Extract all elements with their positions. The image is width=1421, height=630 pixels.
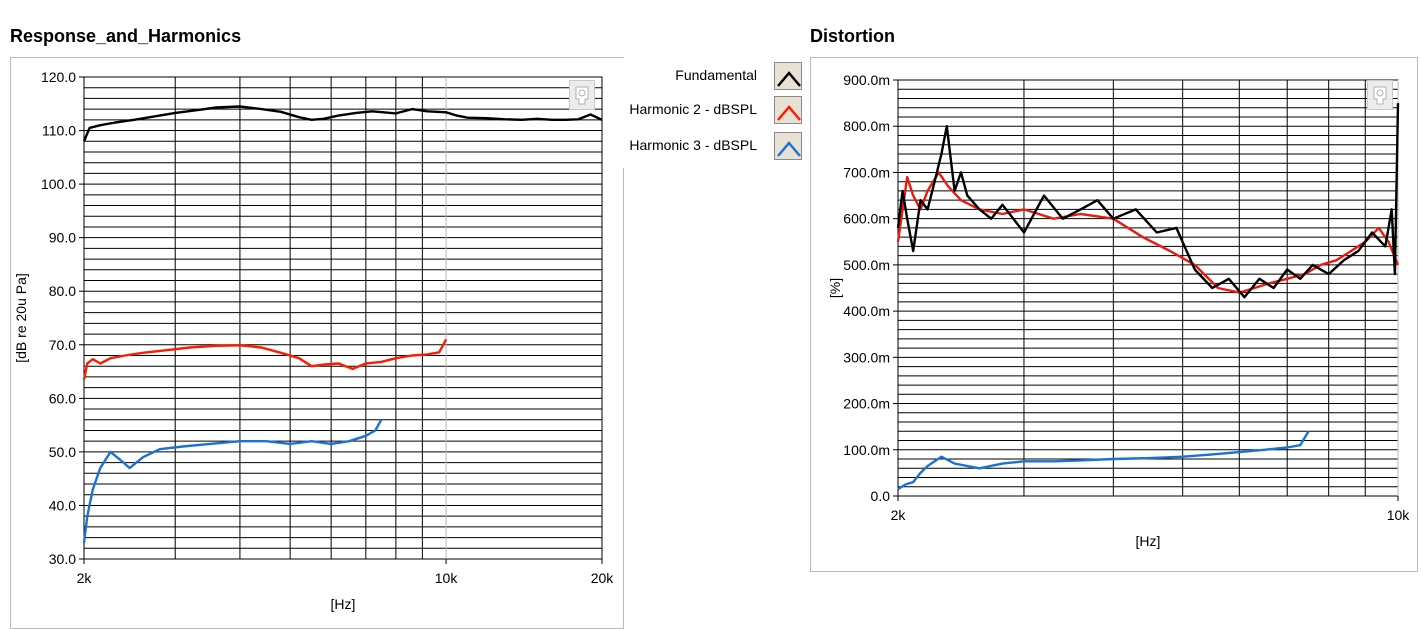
legend-line-icon [774,96,802,124]
series-line-1 [896,171,1400,294]
y-tick-label: 300.0m [843,349,890,365]
series-line-3 [82,419,383,544]
legend-line-icon [774,132,802,160]
y-tick-label: 120.0 [41,69,76,85]
y-tick-label: 100.0m [843,442,890,458]
y-tick-label: 40.0 [49,497,76,513]
legend-label: Harmonic 2 - dBSPL [629,101,757,117]
distortion-chart-panel: 900.0m 800.0m 700.0m 600.0m 500.0m 400.0m 300.… [810,57,1418,572]
panel-divider [803,0,811,630]
y-tick-label: 70.0 [49,337,76,353]
series-line-1 [82,105,603,142]
y-tick-label: 90.0 [49,230,76,246]
y-tick-label: 110.0 [42,123,76,139]
legend-item-harmonic-3[interactable]: Harmonic 3 - dBSPL [622,132,802,160]
x-axis-label: [Hz] [1136,533,1161,549]
response-chart-panel: 120.0 110.0 100.0 90.0 80.0 70.0 60.0 50.0 40.0 3… [10,57,624,629]
distortion-chart-title: Distortion [810,26,895,46]
plot-area [83,76,603,560]
y-axis-label: [dB re 20u Pa] [13,273,29,363]
y-tick-label: 900.0m [843,72,890,88]
y-tick-label: 30.0 [49,551,76,567]
x-tick-label: 20k [591,570,615,586]
y-axis-label: [%] [827,278,843,298]
x-tick-label: 10k [1387,507,1411,523]
response-legend: Fundamental Harmonic 2 - dBSPL Harmonic … [622,58,802,168]
x-tick-label: 2k [891,507,907,523]
x-axis-label: [Hz] [331,596,356,612]
distortion-chart: 900.0m 800.0m 700.0m 600.0m 500.0m 400.0m 300.… [827,72,1411,549]
legend-item-fundamental[interactable]: Fundamental [622,62,802,90]
x-tick-label: 2k [77,570,93,586]
plot-palette-icon[interactable] [1367,80,1393,110]
y-tick-label: 500.0m [843,257,890,273]
response-chart: 120.0 110.0 100.0 90.0 80.0 70.0 60.0 50.0 40.0 3… [13,69,615,612]
y-tick-label: 400.0m [843,303,890,319]
y-tick-label: 700.0m [843,164,890,180]
y-tick-label: 60.0 [49,390,76,406]
y-tick-label: 800.0m [843,118,890,134]
legend-item-harmonic-2[interactable]: Harmonic 2 - dBSPL [622,96,802,124]
series-line-2 [896,103,1400,299]
y-tick-label: 0.0 [871,488,891,504]
legend-label: Harmonic 3 - dBSPL [629,137,757,153]
legend-line-icon [774,62,802,90]
y-tick-label: 200.0m [843,396,890,412]
y-tick-label: 600.0m [843,211,890,227]
y-tick-label: 100.0 [41,176,76,192]
y-tick-label: 80.0 [49,283,76,299]
plot-palette-icon[interactable] [569,80,595,110]
plot-area [897,79,1399,497]
series-line-2 [82,338,448,380]
response-chart-title: Response_and_Harmonics [10,26,242,46]
series-line-3 [897,430,1310,491]
x-tick-label: 10k [435,570,459,586]
y-tick-label: 50.0 [49,444,76,460]
legend-label: Fundamental [675,67,757,83]
